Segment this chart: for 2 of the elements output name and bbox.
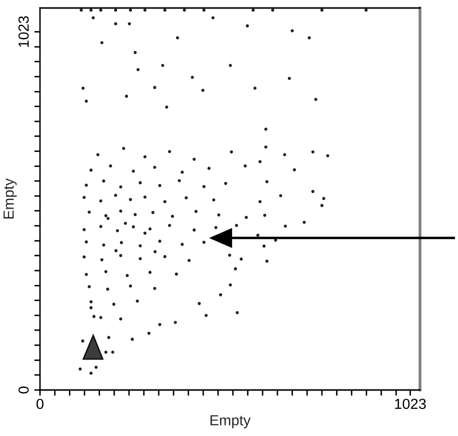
- y-axis-title: Empty: [4, 178, 17, 218]
- x-axis-title: Empty: [210, 415, 251, 428]
